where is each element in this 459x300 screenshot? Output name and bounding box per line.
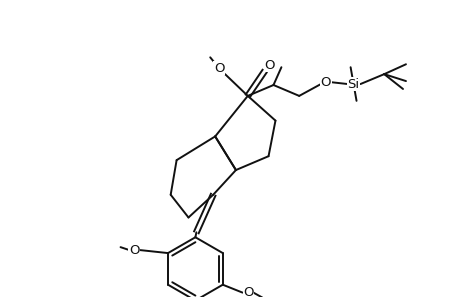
Text: O: O xyxy=(264,59,274,72)
Text: O: O xyxy=(243,286,253,299)
Text: O: O xyxy=(320,76,330,88)
Text: Si: Si xyxy=(347,77,359,91)
Text: O: O xyxy=(129,244,140,256)
Text: O: O xyxy=(213,62,224,75)
